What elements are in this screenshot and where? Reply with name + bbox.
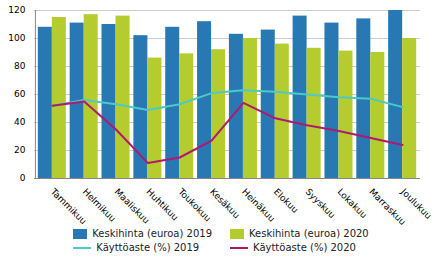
svg-text:Heinäkuu: Heinäkuu bbox=[240, 187, 277, 224]
svg-text:Kesäkuu: Kesäkuu bbox=[208, 187, 242, 221]
svg-text:Toukokuu: Toukokuu bbox=[176, 186, 213, 223]
svg-text:Lokakuu: Lokakuu bbox=[336, 187, 369, 220]
svg-text:100: 100 bbox=[8, 33, 25, 43]
svg-text:Syyskuu: Syyskuu bbox=[304, 187, 338, 221]
svg-text:Huhtikuu: Huhtikuu bbox=[144, 187, 180, 223]
html-text:Käyttöaste (%) 2020: Käyttöaste (%) 2020 bbox=[253, 242, 356, 253]
svg-text:Maaliskuu: Maaliskuu bbox=[112, 186, 152, 226]
svg-text:Helmikuu: Helmikuu bbox=[81, 187, 118, 224]
svg-text:0: 0 bbox=[20, 173, 26, 183]
svg-text:40: 40 bbox=[14, 117, 26, 127]
html-text:Käyttöaste (%) 2019: Käyttöaste (%) 2019 bbox=[96, 242, 200, 253]
svg-text:Elokuu: Elokuu bbox=[272, 187, 300, 215]
html-text:Keskihinta (euroa) 2019: Keskihinta (euroa) 2019 bbox=[92, 228, 212, 239]
svg-text:20: 20 bbox=[14, 145, 26, 155]
svg-text:120: 120 bbox=[8, 5, 25, 15]
html-text:Keskihinta (euroa) 2020: Keskihinta (euroa) 2020 bbox=[249, 228, 369, 239]
svg-text:60: 60 bbox=[14, 89, 26, 99]
svg-text:80: 80 bbox=[14, 61, 26, 71]
svg-text:Joulukuu: Joulukuu bbox=[399, 186, 434, 221]
